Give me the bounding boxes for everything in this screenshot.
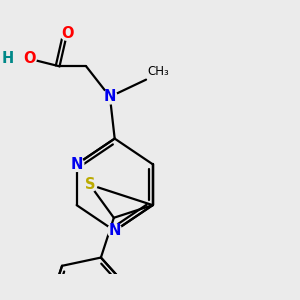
Text: O: O — [61, 26, 74, 40]
Circle shape — [60, 26, 74, 40]
Text: N: N — [104, 89, 116, 104]
Circle shape — [103, 90, 117, 104]
Circle shape — [70, 157, 84, 171]
Text: CH₃: CH₃ — [147, 65, 169, 78]
Circle shape — [1, 52, 15, 66]
Text: O: O — [23, 51, 35, 66]
Text: H: H — [2, 51, 14, 66]
Circle shape — [22, 52, 36, 66]
Text: N: N — [70, 157, 83, 172]
Text: S: S — [85, 177, 95, 192]
Circle shape — [83, 178, 97, 192]
Text: N: N — [109, 223, 121, 238]
Circle shape — [108, 224, 122, 238]
